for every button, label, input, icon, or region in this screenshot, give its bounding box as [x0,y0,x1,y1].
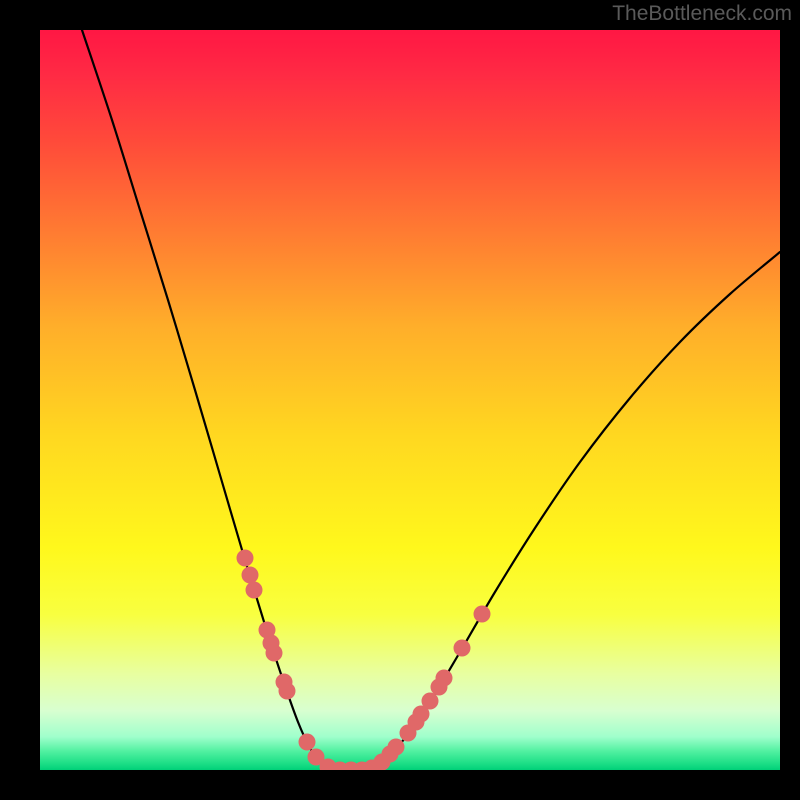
plot-area [40,30,780,770]
data-marker [279,683,296,700]
data-marker [454,640,471,657]
data-marker [237,550,254,567]
data-marker [246,582,263,599]
data-marker [299,734,316,751]
data-marker [388,739,405,756]
data-marker [266,645,283,662]
bottleneck-curve [40,30,780,770]
watermark-text: TheBottleneck.com [612,2,792,26]
data-marker [474,606,491,623]
data-marker [242,567,259,584]
data-marker [436,670,453,687]
data-marker [422,693,439,710]
